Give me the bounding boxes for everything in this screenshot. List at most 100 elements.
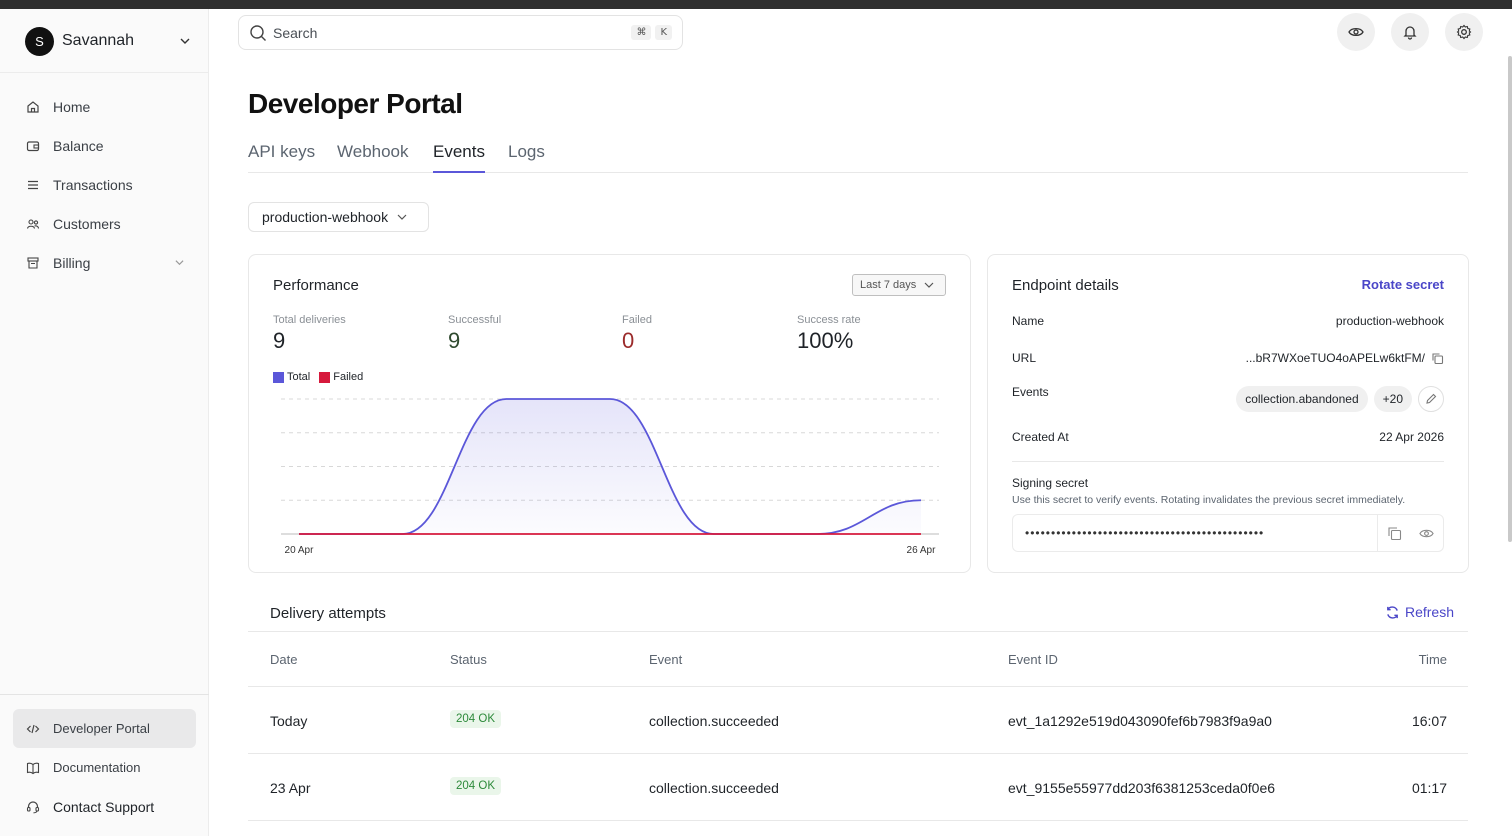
search-icon [250, 24, 266, 41]
wallet-icon [26, 139, 40, 153]
chevron-down-icon [180, 38, 190, 44]
x-tick-label: 20 Apr [285, 545, 315, 556]
endpoint-events-row: Events collection.abandoned +20 [1012, 385, 1444, 413]
column-header: Status [450, 652, 487, 667]
row-time: 16:07 [1411, 713, 1447, 729]
stat-label: Success rate [797, 314, 861, 326]
more-events-chip[interactable]: +20 [1373, 386, 1412, 412]
endpoint-name-value: production-webhook [1335, 314, 1444, 328]
sidebar-nav: Home Balance Transactions Customers Bill… [13, 87, 196, 282]
signing-secret-actions [1377, 515, 1443, 551]
sidebar-item-billing[interactable]: Billing [13, 243, 196, 282]
deliveries-area-chart: 20 Apr 26 Apr [281, 398, 939, 556]
endpoint-url-value: ...bR7WXoeTUO4oAPELw6ktFM/ [1245, 351, 1425, 365]
field-label: Created At [1012, 430, 1069, 444]
copy-icon[interactable] [1387, 526, 1402, 541]
sidebar-item-balance[interactable]: Balance [13, 126, 196, 165]
stat-successful: Successful 9 [448, 314, 501, 354]
webhook-select-value: production-webhook [262, 209, 389, 225]
search-input[interactable]: Search ⌘ K [238, 15, 683, 50]
support-icon [26, 800, 40, 814]
list-icon [26, 178, 40, 192]
legend-label: Failed [333, 371, 364, 383]
eye-icon[interactable] [1419, 526, 1434, 541]
settings-button[interactable] [1445, 13, 1483, 51]
row-event-id: evt_9155e55977dd203f6381253ceda0f0e6 [1008, 780, 1276, 796]
table-row[interactable]: Today 204 OK collection.succeeded evt_1a… [248, 687, 1468, 754]
tab-logs[interactable]: Logs [508, 142, 545, 161]
x-tick-label: 26 Apr [907, 545, 937, 556]
legend-label: Total [287, 371, 311, 383]
code-icon [26, 722, 40, 736]
row-time: 01:17 [1411, 780, 1447, 796]
shortcut-key: K [655, 25, 672, 40]
table-row[interactable]: 23 Apr 204 OK collection.succeeded evt_9… [248, 754, 1468, 821]
field-label: URL [1012, 351, 1037, 365]
sidebar-item-label: Balance [53, 137, 104, 154]
sidebar: S Savannah Home Balance Transactions Cus… [0, 9, 209, 836]
date-range-value: Last 7 days [860, 279, 917, 291]
home-icon [26, 100, 40, 114]
copy-icon[interactable] [1431, 352, 1444, 365]
rotate-secret-button[interactable]: Rotate secret [1361, 277, 1444, 292]
sidebar-item-transactions[interactable]: Transactions [13, 165, 196, 204]
sidebar-item-label: Home [53, 98, 91, 115]
edit-events-button[interactable] [1418, 386, 1444, 412]
chevron-down-icon [924, 282, 934, 288]
tab-events[interactable]: Events [433, 142, 485, 173]
signing-secret-title: Signing secret [1012, 476, 1089, 490]
stat-success-rate: Success rate 100% [797, 314, 861, 354]
notifications-button[interactable] [1391, 13, 1429, 51]
stat-label: Failed [622, 314, 652, 326]
visibility-button[interactable] [1337, 13, 1375, 51]
column-header: Event ID [1008, 652, 1058, 667]
eye-icon [1348, 27, 1364, 37]
tab-bar: API keys Webhook Events Logs [248, 140, 1468, 173]
status-badge: 204 OK [450, 710, 501, 728]
endpoint-details-card: Endpoint details Rotate secret Name prod… [987, 254, 1469, 573]
date-range-select[interactable]: Last 7 days [852, 274, 946, 296]
sidebar-item-label: Transactions [53, 176, 133, 193]
billing-icon [26, 256, 40, 270]
bell-icon [1403, 26, 1417, 40]
user-name: Savannah [62, 32, 135, 49]
stat-label: Total deliveries [273, 314, 346, 326]
page-title: Developer Portal [248, 88, 463, 119]
total-area [299, 399, 921, 534]
sidebar-item-label: Billing [53, 254, 91, 271]
sidebar-item-home[interactable]: Home [13, 87, 196, 126]
stat-failed: Failed 0 [622, 314, 652, 354]
stat-total-deliveries: Total deliveries 9 [273, 314, 346, 354]
row-date: Today [270, 713, 308, 729]
legend-swatch [273, 371, 284, 383]
sidebar-item-contact-support[interactable]: Contact Support [13, 787, 196, 826]
scrollbar[interactable] [1508, 56, 1512, 542]
sidebar-item-developer-portal[interactable]: Developer Portal [13, 709, 196, 748]
chevron-down-icon [397, 214, 407, 220]
endpoint-url-row: URL ...bR7WXoeTUO4oAPELw6ktFM/ [1012, 351, 1444, 365]
refresh-icon [1387, 605, 1398, 619]
pencil-icon [1426, 393, 1437, 404]
sidebar-item-customers[interactable]: Customers [13, 204, 196, 243]
tab-api-keys[interactable]: API keys [248, 142, 316, 161]
column-header: Date [270, 652, 298, 667]
refresh-button[interactable]: Refresh [1385, 604, 1454, 620]
user-switcher[interactable]: S Savannah [25, 26, 190, 56]
avatar: S [25, 26, 54, 56]
webhook-select[interactable]: production-webhook [248, 202, 429, 232]
book-icon [26, 761, 40, 775]
refresh-label: Refresh [1404, 604, 1454, 620]
divider [1012, 461, 1444, 462]
users-icon [26, 217, 40, 231]
legend-swatch [319, 371, 331, 383]
gear-icon [1456, 24, 1472, 40]
tab-webhook[interactable]: Webhook [337, 142, 409, 161]
divider [0, 72, 209, 73]
delivery-attempts-title: Delivery attempts [270, 605, 386, 622]
shortcut-key: ⌘ [631, 25, 652, 40]
endpoint-name-row: Name production-webhook [1012, 314, 1444, 328]
row-event: collection.succeeded [649, 780, 779, 796]
performance-card: Performance Last 7 days Total deliveries… [248, 254, 971, 573]
sidebar-item-documentation[interactable]: Documentation [13, 748, 196, 787]
signing-secret-field[interactable]: ••••••••••••••••••••••••••••••••••••••••… [1012, 514, 1444, 552]
